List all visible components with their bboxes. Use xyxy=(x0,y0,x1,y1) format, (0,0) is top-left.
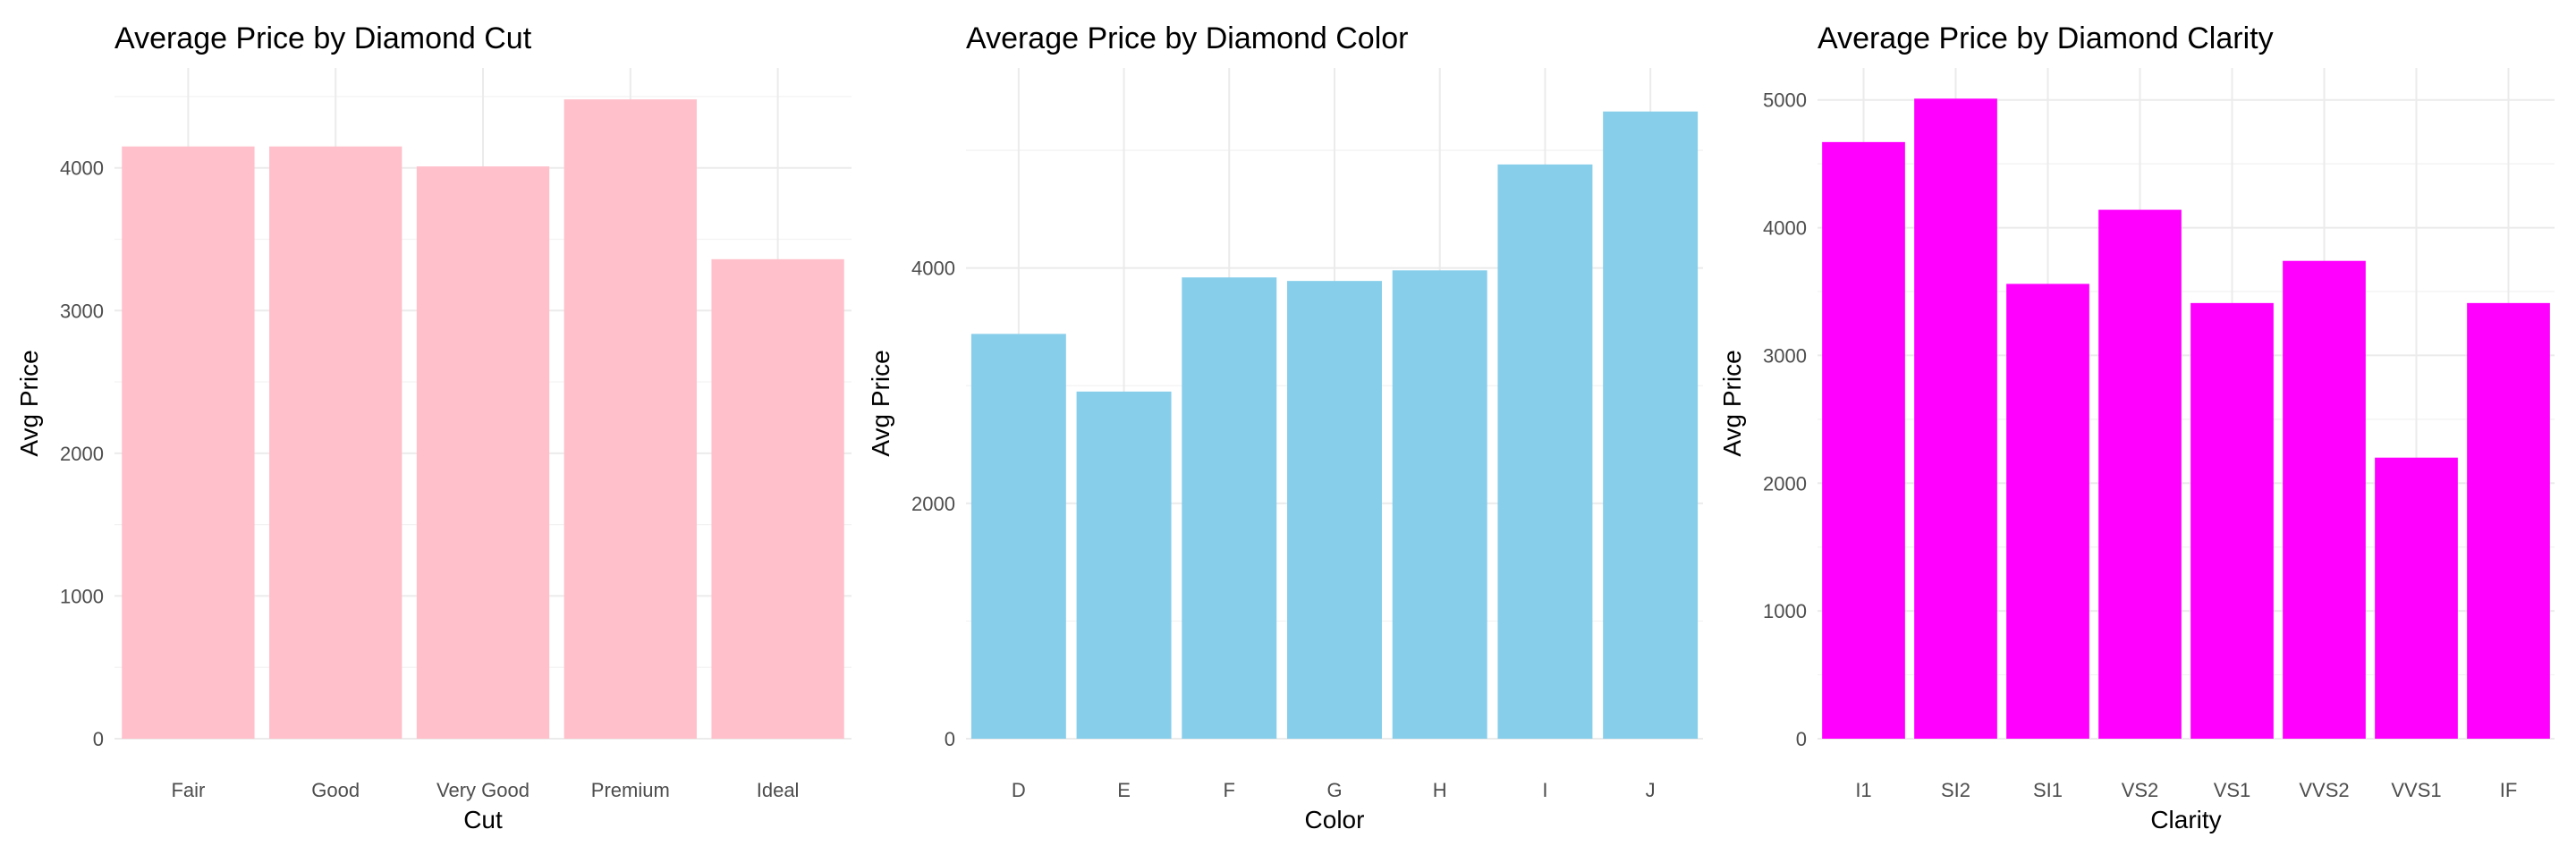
bar-h xyxy=(1392,270,1487,739)
bar-vs2 xyxy=(2098,209,2182,740)
x-tick-label: E xyxy=(1117,779,1131,801)
x-tick-label: IF xyxy=(2500,779,2518,801)
y-axis-title: Avg Price xyxy=(867,350,894,456)
bar-if xyxy=(2467,302,2550,739)
bar-j xyxy=(1603,111,1699,740)
x-tick-label: VVS2 xyxy=(2299,779,2349,801)
x-axis-title: Clarity xyxy=(2150,806,2221,833)
x-tick-label: J xyxy=(1646,779,1656,801)
bar-f xyxy=(1182,277,1277,739)
bar-si1 xyxy=(2006,283,2089,739)
x-tick-label: Good xyxy=(311,779,360,801)
bar-ideal xyxy=(711,258,844,739)
y-axis-title: Avg Price xyxy=(1718,350,1746,456)
y-tick-label: 2000 xyxy=(60,443,104,465)
chart-title: Average Price by Diamond Color xyxy=(966,21,1409,55)
y-tick-label: 0 xyxy=(93,728,104,750)
x-tick-label: VS2 xyxy=(2122,779,2159,801)
y-tick-label: 5000 xyxy=(1763,89,1807,112)
y-tick-label: 3000 xyxy=(60,300,104,322)
y-tick-label: 4000 xyxy=(911,258,955,280)
x-tick-label: SI2 xyxy=(1941,779,1970,801)
x-tick-label: Premium xyxy=(591,779,670,801)
bar-premium xyxy=(564,99,697,739)
y-tick-label: 0 xyxy=(945,728,955,750)
y-tick-label: 4000 xyxy=(60,157,104,180)
bar-good xyxy=(269,146,402,739)
bar-si2 xyxy=(1914,98,1997,740)
chart-title: Average Price by Diamond Clarity xyxy=(1818,21,2274,55)
x-tick-label: F xyxy=(1224,779,1235,801)
bar-fair xyxy=(122,146,255,739)
y-tick-label: 0 xyxy=(1796,728,1807,750)
bar-g xyxy=(1287,281,1382,739)
x-tick-label: VS1 xyxy=(2214,779,2251,801)
bar-vvs1 xyxy=(2375,457,2458,739)
x-tick-label: Fair xyxy=(171,779,205,801)
x-tick-label: D xyxy=(1012,779,1026,801)
x-tick-label: Ideal xyxy=(757,779,800,801)
x-axis-title: Color xyxy=(1305,806,1365,833)
bar-vvs2 xyxy=(2283,260,2366,739)
bar-i xyxy=(1497,164,1593,740)
x-axis-title: Cut xyxy=(463,806,503,833)
x-tick-label: I xyxy=(1542,779,1547,801)
y-tick-label: 2000 xyxy=(911,493,955,515)
x-tick-label: G xyxy=(1326,779,1342,801)
x-tick-label: Very Good xyxy=(436,779,530,801)
bar-i1 xyxy=(1822,141,1905,739)
y-tick-label: 2000 xyxy=(1763,472,1807,495)
x-tick-label: H xyxy=(1433,779,1447,801)
bar-very-good xyxy=(416,166,550,739)
y-tick-label: 3000 xyxy=(1763,344,1807,367)
y-tick-label: 4000 xyxy=(1763,217,1807,240)
bar-vs1 xyxy=(2190,302,2274,739)
chart-title: Average Price by Diamond Cut xyxy=(114,21,532,55)
bar-e xyxy=(1076,391,1172,739)
y-tick-label: 1000 xyxy=(1763,600,1807,622)
bar-d xyxy=(970,334,1066,739)
y-axis-title: Avg Price xyxy=(15,350,43,456)
x-tick-label: VVS1 xyxy=(2391,779,2441,801)
x-tick-label: I1 xyxy=(1855,779,1871,801)
x-tick-label: SI1 xyxy=(2033,779,2063,801)
y-tick-label: 1000 xyxy=(60,585,104,607)
